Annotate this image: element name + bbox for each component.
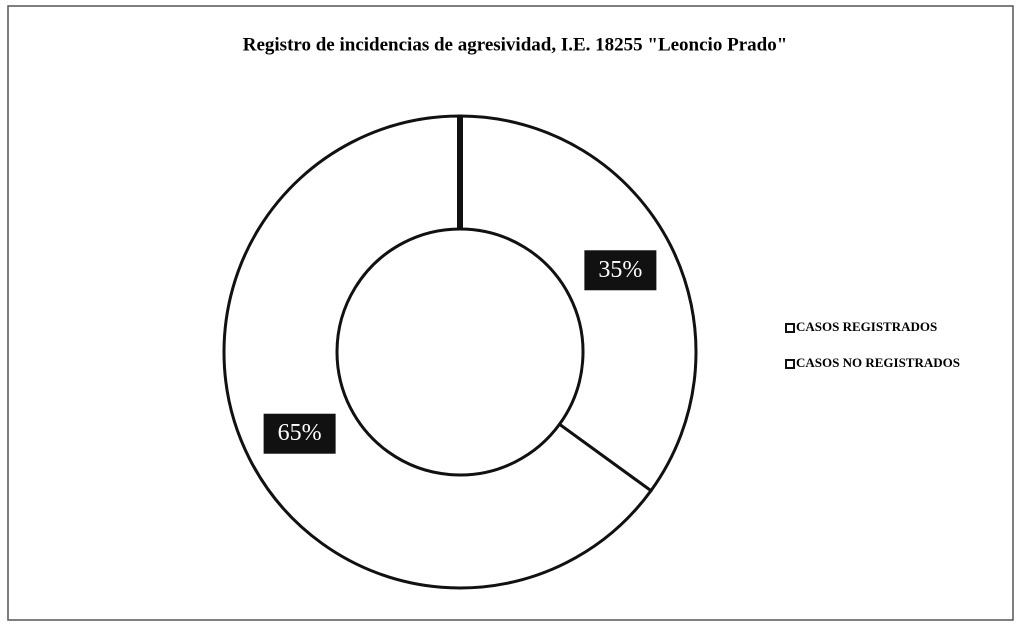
data-label: 35% (598, 257, 642, 283)
legend-label: CASOS NO REGISTRADOS (796, 355, 960, 370)
legend-swatch (785, 359, 795, 369)
donut-slice (458, 114, 698, 493)
donut-slice (222, 114, 654, 590)
legend-label: CASOS REGISTRADOS (796, 319, 937, 334)
legend-swatch (785, 323, 795, 333)
data-label-box (263, 413, 336, 454)
data-label: 65% (278, 420, 322, 446)
chart-title: Registro de incidencias de agresividad, … (243, 34, 788, 55)
data-label-box (584, 250, 657, 291)
